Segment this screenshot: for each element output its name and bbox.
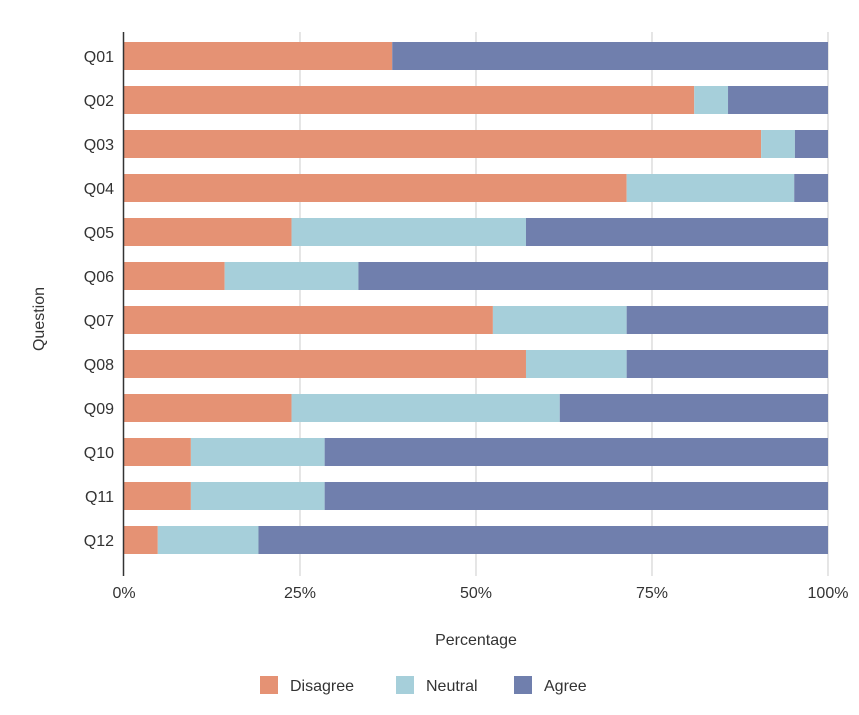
x-tick-25pct: 25% — [284, 585, 316, 602]
bar-q08-neutral — [525, 350, 627, 378]
y-tick-q01: Q01 — [84, 49, 114, 66]
y-tick-q08: Q08 — [84, 357, 114, 374]
bar-q02-neutral — [694, 86, 729, 114]
x-axis-title: Percentage — [435, 632, 517, 649]
bar-q06-agree — [358, 262, 828, 290]
x-tick-labels: 0% 25% 50% 75% 100% — [112, 585, 848, 602]
bar-q01-disagree — [124, 42, 393, 70]
bar-q04-neutral — [626, 174, 795, 202]
bar-q08-agree — [626, 350, 828, 378]
bar-q06-neutral — [224, 262, 359, 290]
legend-swatch-disagree — [260, 676, 278, 694]
bar-q02-agree — [728, 86, 828, 114]
bar-q12-disagree — [124, 526, 158, 554]
bar-q03-disagree — [124, 130, 762, 158]
bar-q01-agree — [392, 42, 828, 70]
bar-q10-disagree — [124, 438, 191, 466]
x-tick-100pct: 100% — [808, 585, 849, 602]
bar-q07-agree — [626, 306, 828, 334]
legend-label-disagree: Disagree — [290, 678, 354, 695]
y-tick-q10: Q10 — [84, 445, 114, 462]
bar-q08-disagree — [124, 350, 526, 378]
legend-label-agree: Agree — [544, 678, 587, 695]
x-tick-50pct: 50% — [460, 585, 492, 602]
bar-q07-neutral — [492, 306, 627, 334]
legend-swatch-agree — [514, 676, 532, 694]
y-tick-q11: Q11 — [85, 489, 114, 506]
legend-swatch-neutral — [396, 676, 414, 694]
bar-q09-neutral — [291, 394, 560, 422]
y-tick-q05: Q05 — [84, 225, 114, 242]
legend-label-neutral: Neutral — [426, 678, 478, 695]
bars — [124, 42, 828, 554]
bar-q02-disagree — [124, 86, 695, 114]
bar-q11-neutral — [190, 482, 325, 510]
y-tick-q03: Q03 — [84, 137, 114, 154]
bar-q04-disagree — [124, 174, 627, 202]
bar-q11-disagree — [124, 482, 191, 510]
bar-q09-disagree — [124, 394, 292, 422]
bar-q03-neutral — [761, 130, 795, 158]
bar-q10-neutral — [190, 438, 325, 466]
y-axis-title: Question — [31, 287, 48, 351]
y-tick-q12: Q12 — [84, 533, 114, 550]
x-tick-0pct: 0% — [112, 585, 135, 602]
bar-q05-disagree — [124, 218, 292, 246]
bar-q12-neutral — [157, 526, 259, 554]
bar-q10-agree — [324, 438, 828, 466]
y-tick-q09: Q09 — [84, 401, 114, 418]
bar-q07-disagree — [124, 306, 493, 334]
y-tick-labels: Q01 Q02 Q03 Q04 Q05 Q06 Q07 Q08 Q09 Q10 Q11 Q12 — [84, 49, 114, 550]
bar-q12-agree — [258, 526, 828, 554]
legend: Disagree Neutral Agree — [260, 676, 587, 695]
y-tick-q02: Q02 — [84, 93, 114, 110]
bar-q09-agree — [559, 394, 828, 422]
y-tick-q07: Q07 — [84, 313, 114, 330]
bar-q05-agree — [525, 218, 828, 246]
y-tick-q06: Q06 — [84, 269, 114, 286]
y-tick-q04: Q04 — [84, 181, 114, 198]
bar-q05-neutral — [291, 218, 526, 246]
bar-q03-agree — [794, 130, 828, 158]
x-tick-75pct: 75% — [636, 585, 668, 602]
bar-q04-agree — [794, 174, 828, 202]
bar-q11-agree — [324, 482, 828, 510]
bar-q06-disagree — [124, 262, 225, 290]
